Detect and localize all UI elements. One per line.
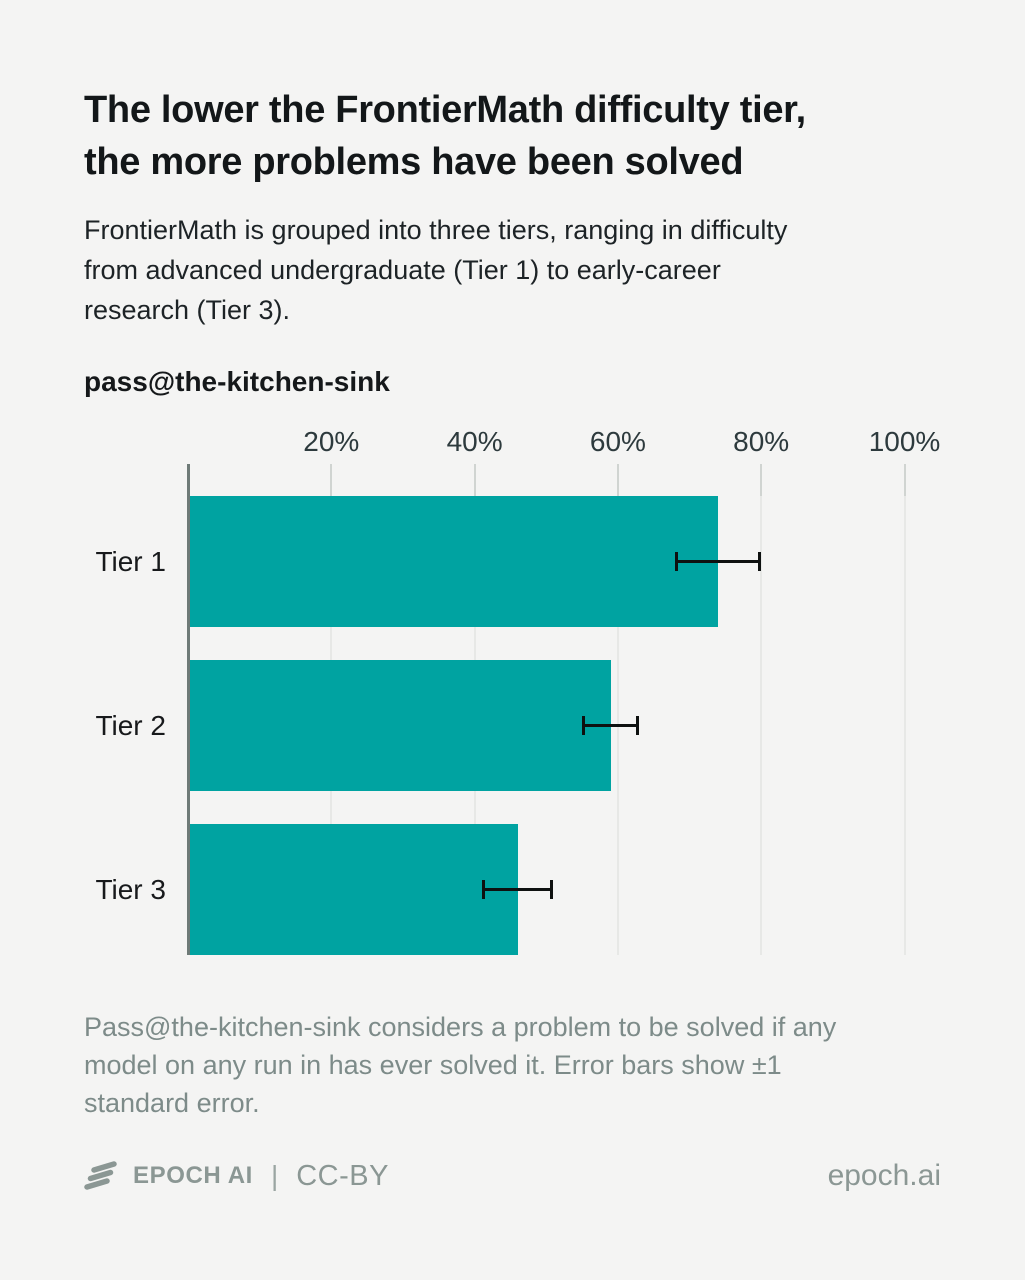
x-axis-tick-label: 80% <box>733 426 790 457</box>
error-bar <box>675 552 762 571</box>
gridline <box>903 496 906 955</box>
subtitle: FrontierMath is grouped into three tiers… <box>84 215 788 325</box>
error-bar-cap-high <box>758 552 762 571</box>
bar-chart: 20% 40% 60% 80% 100% Tier 1 Tier 2 Tier 3 <box>84 424 956 956</box>
page-title: The lower the FrontierMath difficulty ti… <box>84 89 806 183</box>
x-axis-tick-mark <box>330 464 333 496</box>
error-bar <box>481 880 554 899</box>
brand-name: EPOCH AI <box>133 1162 253 1189</box>
x-axis-tick-label: 60% <box>589 426 646 457</box>
error-bar-cap-high <box>550 880 554 899</box>
y-axis-line <box>187 464 190 955</box>
category-label: Tier 1 <box>95 545 166 577</box>
error-bar <box>582 716 640 735</box>
footer-divider: | <box>270 1160 279 1191</box>
error-bar-cap-high <box>636 716 640 735</box>
gridline <box>760 496 763 955</box>
error-bar-cap-low <box>481 880 485 899</box>
epoch-logo-icon <box>84 1160 117 1190</box>
x-axis-tick-mark <box>473 464 476 496</box>
footer: EPOCH AI | CC-BY epoch.ai <box>84 1150 941 1202</box>
site-link: epoch.ai <box>827 1159 941 1192</box>
category-label: Tier 3 <box>95 873 166 905</box>
license-label: CC-BY <box>296 1159 389 1192</box>
x-axis-tick-mark <box>760 464 763 496</box>
footnote: Pass@the-kitchen-sink considers a proble… <box>84 1012 837 1118</box>
error-bar-cap-low <box>582 716 586 735</box>
x-axis-tick-label: 20% <box>303 426 360 457</box>
bar <box>188 824 518 955</box>
bar <box>188 496 719 627</box>
footer-brand-group: EPOCH AI | CC-BY <box>84 1160 389 1193</box>
x-axis-tick-label: 40% <box>446 426 503 457</box>
x-axis-tick-mark <box>616 464 619 496</box>
category-label: Tier 2 <box>95 709 166 741</box>
metric-label: pass@the-kitchen-sink <box>84 366 390 397</box>
x-axis-tick-label: 100% <box>868 426 941 457</box>
error-bar-cap-low <box>675 552 679 571</box>
bar <box>188 660 611 791</box>
x-axis-tick-mark <box>903 464 906 496</box>
